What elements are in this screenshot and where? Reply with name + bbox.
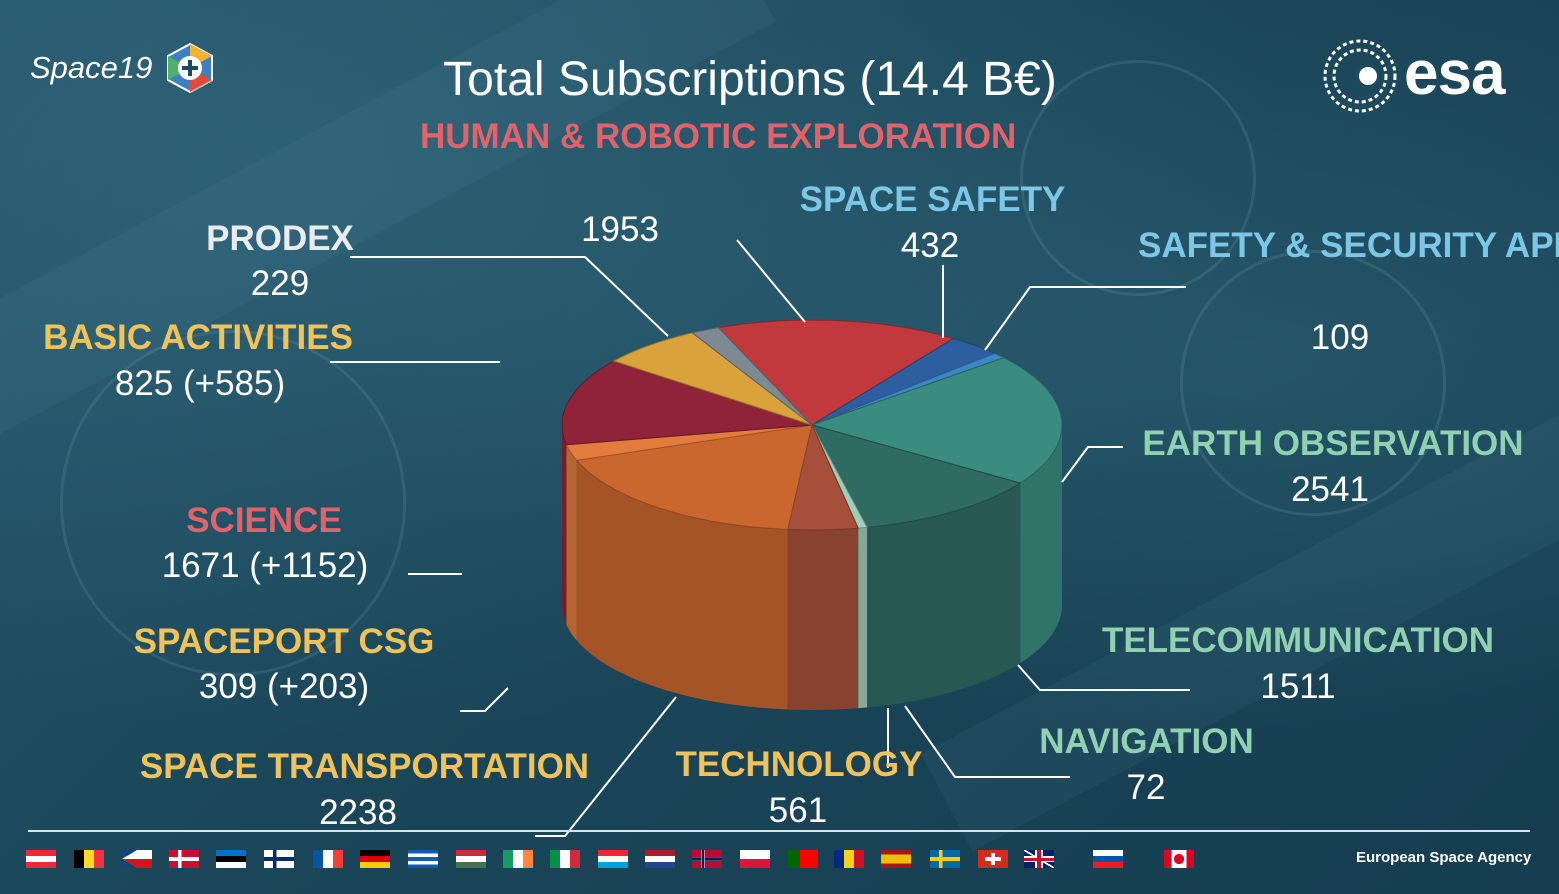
slice-value-spaceport-csg: 309 (+203): [198, 667, 370, 706]
leader-line-spaceport-csg: [460, 687, 509, 712]
pie-slice-prodex: [691, 327, 813, 426]
flag-czech-republic-icon: [122, 850, 152, 868]
pie-side-navigation: [858, 527, 868, 709]
flag-norway-icon: [692, 850, 722, 868]
slice-value-basic-activities: 825 (+585): [114, 364, 286, 403]
slice-label-basic-activities: BASIC ACTIVITIES: [43, 318, 353, 357]
slice-label-navigation: NAVIGATION: [1039, 722, 1254, 761]
space19-logo: Space19: [30, 42, 213, 94]
slice-value-space-transportation: 2238: [319, 793, 397, 832]
slice-value-technology: 561: [768, 791, 828, 830]
slice-value-space-safety: 432: [900, 226, 960, 265]
slice-label-telecommunication: TELECOMMUNICATION: [1101, 621, 1495, 660]
pie-side-space-transportation: [576, 460, 788, 710]
footer-divider: [28, 830, 1530, 832]
flag-italy-icon: [550, 850, 580, 868]
flag-switzerland-icon: [978, 850, 1008, 868]
slice-label-space-safety: SPACE SAFETY: [799, 180, 1066, 219]
leader-line-navigation: [904, 705, 1070, 778]
slice-value-telecommunication: 1511: [1260, 667, 1336, 706]
flag-netherlands-icon: [645, 850, 675, 868]
flag-romania-icon: [834, 850, 864, 868]
background-coin: [1180, 250, 1446, 516]
flag-portugal-icon: [788, 850, 818, 868]
pie-slice-human-robotic-exploration: [717, 319, 955, 426]
slice-label-space-transportation: SPACE TRANSPORTATION: [139, 747, 590, 786]
slice-label-prodex: PRODEX: [206, 219, 354, 258]
chart-title: Total Subscriptions (14.4 B€): [443, 53, 1057, 106]
flag-greece-icon: [408, 850, 438, 868]
leader-line-safety-security-applications: [984, 286, 1186, 351]
flag-luxembourg-icon: [598, 850, 628, 868]
flag-slovenia-icon: [1093, 850, 1123, 868]
flag-spain-icon: [881, 850, 911, 868]
flag-estonia-icon: [216, 850, 246, 868]
pie-slice-earth-observation: [810, 357, 1063, 484]
flag-finland-icon: [264, 850, 294, 868]
flag-sweden-icon: [930, 850, 960, 868]
slice-value-human-robotic-exploration: 1953: [581, 210, 659, 249]
flag-germany-icon: [360, 850, 390, 868]
slice-value-earth-observation: 2541: [1291, 470, 1369, 509]
pie-slice-basic-activities: [612, 332, 813, 426]
pie-side-science: [562, 425, 567, 625]
leader-line-telecommunication: [1017, 664, 1190, 691]
background-coin: [1020, 60, 1256, 296]
slice-label-technology: TECHNOLOGY: [675, 745, 923, 784]
space19-hexagon-icon: [167, 42, 213, 94]
flag-canada-icon: [1164, 850, 1194, 868]
pie-slice-science: [561, 360, 813, 446]
pie-slice-space-transportation: [575, 424, 813, 531]
leader-line-space-transportation: [535, 696, 677, 837]
slice-label-spaceport-csg: SPACEPORT CSG: [133, 622, 435, 661]
flag-hungary-icon: [456, 850, 486, 868]
slice-label-safety-security-applications: SAFETY & SECURITY APPLICATIONS: [1138, 226, 1559, 265]
background-coin: [60, 330, 406, 676]
slice-value-science: 1671 (+1152): [161, 546, 369, 585]
footer-agency-name: European Space Agency: [1356, 849, 1532, 866]
slice-label-human-robotic-exploration: HUMAN & ROBOTIC EXPLORATION: [420, 117, 1017, 156]
flag-denmark-icon: [169, 850, 199, 868]
flag-france-icon: [313, 850, 343, 868]
pie-side-earth-observation: [1020, 425, 1062, 664]
leader-line-prodex: [350, 256, 669, 337]
leader-line-earth-observation: [1061, 446, 1123, 483]
pie-slice-technology: [787, 423, 859, 531]
flag-ireland-icon: [503, 850, 533, 868]
pie-side-technology: [787, 528, 859, 710]
leader-line-human-robotic-exploration: [736, 239, 806, 323]
esa-logo: esa: [1322, 38, 1505, 119]
slice-value-navigation: 72: [1126, 768, 1166, 807]
slice-value-safety-security-applications: 109: [1310, 318, 1370, 357]
flag-belgium-icon: [74, 850, 104, 868]
flag-united-kingdom-icon: [1024, 850, 1054, 868]
esa-emblem-icon: [1323, 39, 1397, 113]
slice-label-science: SCIENCE: [186, 501, 342, 540]
slice-value-prodex: 229: [250, 264, 310, 303]
flag-austria-icon: [26, 850, 56, 868]
slice-label-earth-observation: EARTH OBSERVATION: [1142, 424, 1524, 463]
pie-side-spaceport-csg: [566, 444, 577, 641]
flag-poland-icon: [740, 850, 770, 868]
pie-side-telecommunication: [867, 483, 1021, 708]
pie-slice-telecommunication: [811, 424, 1022, 528]
